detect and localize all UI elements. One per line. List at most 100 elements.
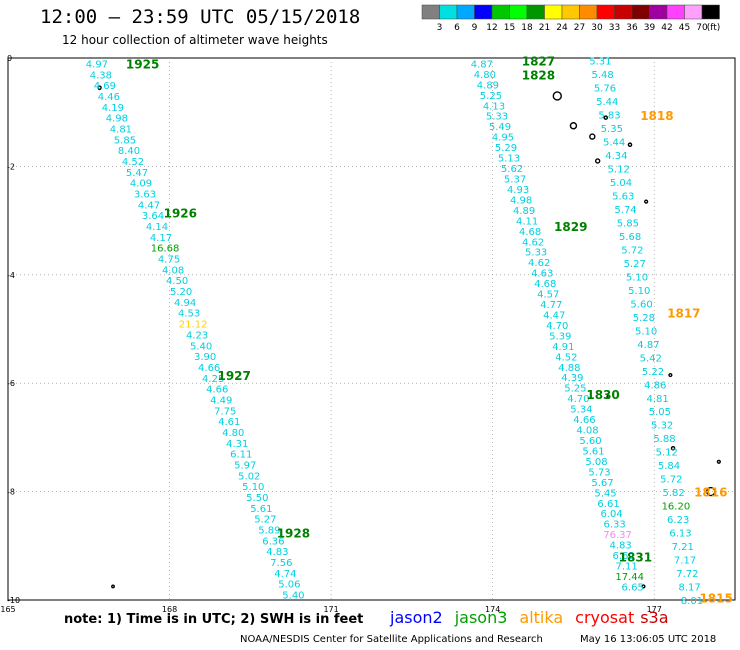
- wave-height-value: 4.95: [492, 133, 514, 144]
- pass-time-label: 1816: [694, 486, 727, 500]
- wave-height-value: 4.91: [552, 342, 574, 353]
- wave-height-value: 5.10: [628, 286, 650, 297]
- wave-height-value: 5.63: [612, 192, 634, 203]
- wave-height-value: 6.65: [622, 582, 644, 593]
- wave-height-value: 5.47: [126, 168, 148, 179]
- x-tick-label: 168: [162, 605, 177, 614]
- y-tick-label: 0: [7, 54, 12, 63]
- legend-label: 36: [626, 23, 638, 33]
- wave-height-value: 4.63: [531, 269, 553, 280]
- legend-label: 12: [486, 23, 497, 33]
- wave-height-value: 5.32: [651, 421, 673, 432]
- wave-height-value: 4.89: [513, 206, 535, 217]
- pass-time-label: 1815: [699, 591, 732, 605]
- wave-height-value: 5.44: [596, 97, 618, 108]
- wave-height-value: 5.10: [635, 326, 657, 337]
- pass-time-label: 1831: [619, 551, 652, 565]
- wave-height-value: 5.82: [662, 488, 684, 499]
- wave-height-value: 5.06: [278, 580, 300, 591]
- page-subtitle: 12 hour collection of altimeter wave hei…: [62, 33, 328, 47]
- pass-time-label: 1926: [164, 206, 197, 220]
- wave-height-value: 4.08: [576, 426, 598, 437]
- wave-height-value: 5.13: [498, 154, 520, 165]
- wave-height-value: 4.93: [507, 185, 529, 196]
- wave-height-value: 4.46: [98, 92, 120, 103]
- wave-height-value: 4.66: [573, 415, 595, 426]
- legend-label: 27: [574, 23, 585, 33]
- legend-unit: (ft): [707, 23, 721, 33]
- wave-height-value: 76.37: [603, 530, 632, 541]
- wave-height-value: 4.81: [110, 124, 132, 135]
- legend-label: 24: [556, 23, 568, 33]
- wave-height-value: 5.67: [591, 478, 613, 489]
- wave-height-value: 4.83: [266, 547, 288, 558]
- wave-height-value: 4.08: [162, 265, 184, 276]
- wave-height-value: 4.13: [483, 101, 505, 112]
- wave-height-value: 5.45: [594, 488, 616, 499]
- wave-height-value: 6.23: [667, 515, 689, 526]
- wave-height-value: 5.28: [633, 313, 655, 324]
- wave-height-value: 5.84: [658, 461, 680, 472]
- wave-height-value: 4.89: [477, 80, 499, 91]
- wave-height-value: 4.80: [474, 70, 496, 81]
- legend-swatch: [701, 4, 720, 20]
- legend-label: 9: [472, 23, 478, 33]
- pass-time-label: 1927: [217, 369, 250, 383]
- wave-height-value: 6.33: [603, 520, 625, 531]
- wave-height-value: 4.61: [218, 417, 240, 428]
- wave-height-value: 7.75: [214, 406, 236, 417]
- wave-height-value: 4.47: [543, 310, 565, 321]
- island-marker: [606, 394, 611, 399]
- wave-height-value: 4.47: [138, 200, 160, 211]
- wave-height-value: 4.94: [174, 298, 196, 309]
- wave-height-value: 5.08: [585, 457, 607, 468]
- wave-height-value: 4.14: [146, 222, 168, 233]
- island-marker: [641, 584, 646, 589]
- pass-time-label: 1818: [640, 109, 673, 123]
- wave-height-value: 4.81: [646, 394, 668, 405]
- island-marker: [111, 584, 115, 589]
- y-tick-label: -6: [7, 379, 15, 388]
- wave-height-value: 4.31: [226, 439, 248, 450]
- wave-height-value: 3.64: [142, 211, 164, 222]
- wave-height-value: 6.04: [600, 509, 622, 520]
- wave-height-value: 5.44: [603, 138, 625, 149]
- wave-height-value: 17.44: [615, 572, 644, 583]
- wave-height-value: 5.20: [170, 287, 192, 298]
- wave-height-value: 4.19: [102, 103, 124, 114]
- legend-label: 3: [437, 23, 443, 33]
- plot-frame: [7, 57, 736, 601]
- footer-note: note: 1) Time is in UTC; 2) SWH is in fe…: [64, 612, 364, 627]
- wave-height-value: 7.11: [616, 562, 638, 573]
- satellite-jason3: jason3: [454, 608, 508, 627]
- wave-height-value: 5.89: [258, 526, 280, 537]
- wave-height-value: 4.75: [158, 255, 180, 266]
- wave-height-value: 4.69: [94, 81, 116, 92]
- legend-label: 6: [454, 23, 460, 33]
- wave-height-value: 5.25: [480, 91, 502, 102]
- wave-height-value: 5.33: [486, 112, 508, 123]
- island-marker: [627, 142, 633, 148]
- wave-height-value: 4.57: [537, 290, 559, 301]
- wave-height-value: 4.39: [561, 373, 583, 384]
- wave-height-value: 7.17: [674, 556, 696, 567]
- satellite-legend: jason2 jason3 altika cryosat s3a: [390, 608, 681, 627]
- pass-time-label: 1827: [522, 55, 555, 69]
- y-tick-label: -8: [7, 488, 15, 497]
- wave-height-value: 5.40: [190, 341, 212, 352]
- island-marker: [644, 199, 649, 204]
- pass-time-label: 1925: [126, 57, 159, 71]
- wave-height-value: 4.86: [644, 380, 666, 391]
- wave-height-value: 4.98: [510, 195, 532, 206]
- wave-height-value: 5.27: [254, 515, 276, 526]
- wave-height-value: 7.72: [676, 569, 698, 580]
- y-tick-label: -2: [7, 162, 15, 171]
- wave-height-value: 5.62: [501, 164, 523, 175]
- wave-height-value: 5.73: [588, 467, 610, 478]
- wave-height-value: 5.49: [489, 122, 511, 133]
- island-marker: [589, 133, 596, 140]
- wave-height-value: 4.87: [471, 59, 493, 70]
- wave-height-value: 5.40: [282, 591, 304, 602]
- island-marker: [670, 445, 676, 451]
- x-tick-label: 165: [0, 605, 15, 614]
